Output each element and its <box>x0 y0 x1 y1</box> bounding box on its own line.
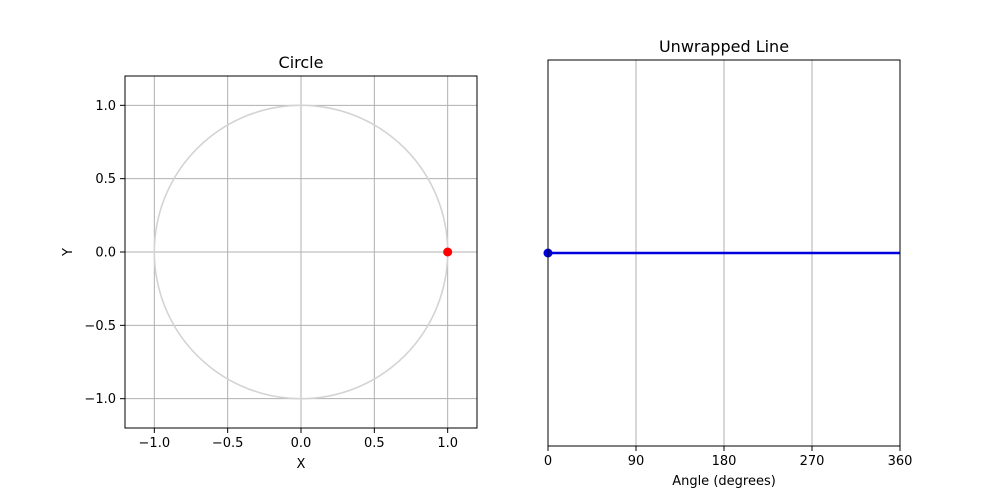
unwrapped-x-label: Angle (degrees) <box>672 474 776 489</box>
circle-y-label: Y <box>61 248 76 257</box>
circle-x-ticks: −1.0 −0.5 0.0 0.5 1.0 <box>139 428 458 451</box>
circle-y-tick-label: 1.0 <box>95 99 116 114</box>
circle-x-tick-label: −1.0 <box>139 436 171 451</box>
unwrapped-x-tick-label: 360 <box>888 454 913 469</box>
circle-title: Circle <box>279 53 324 72</box>
unwrapped-panel: Unwrapped Line 0 90 180 270 360 Angle (degre… <box>543 37 913 489</box>
unwrapped-x-tick-label: 270 <box>800 454 825 469</box>
unwrapped-x-tick-label: 90 <box>628 454 645 469</box>
circle-y-ticks: −1.0 −0.5 0.0 0.5 1.0 <box>84 99 125 407</box>
circle-x-label: X <box>297 457 306 472</box>
circle-x-tick-label: 0.5 <box>364 436 385 451</box>
circle-y-tick-label: 0.5 <box>95 172 116 187</box>
circle-y-tick-label: 0.0 <box>95 246 116 261</box>
circle-x-tick-label: −0.5 <box>212 436 244 451</box>
circle-marks <box>153 104 453 400</box>
circle-x-tick-label: 1.0 <box>437 436 458 451</box>
circle-grid <box>125 76 477 428</box>
circle-y-tick-label: −0.5 <box>84 319 116 334</box>
circle-panel: Circle −1.0 −0.5 0.0 0.5 1.0 −1.0 −0.5 0.0 0.5 1… <box>61 53 478 472</box>
circle-y-tick-label: −1.0 <box>84 392 116 407</box>
unwrapped-title: Unwrapped Line <box>659 37 789 56</box>
circle-x-tick-label: 0.0 <box>291 436 312 451</box>
unwrapped-marks <box>543 248 900 258</box>
unwrapped-x-ticks: 0 90 180 270 360 <box>544 446 913 469</box>
unwrapped-x-tick-label: 0 <box>544 454 552 469</box>
unwrapped-x-tick-label: 180 <box>712 454 737 469</box>
circle-marker-point <box>443 247 453 257</box>
